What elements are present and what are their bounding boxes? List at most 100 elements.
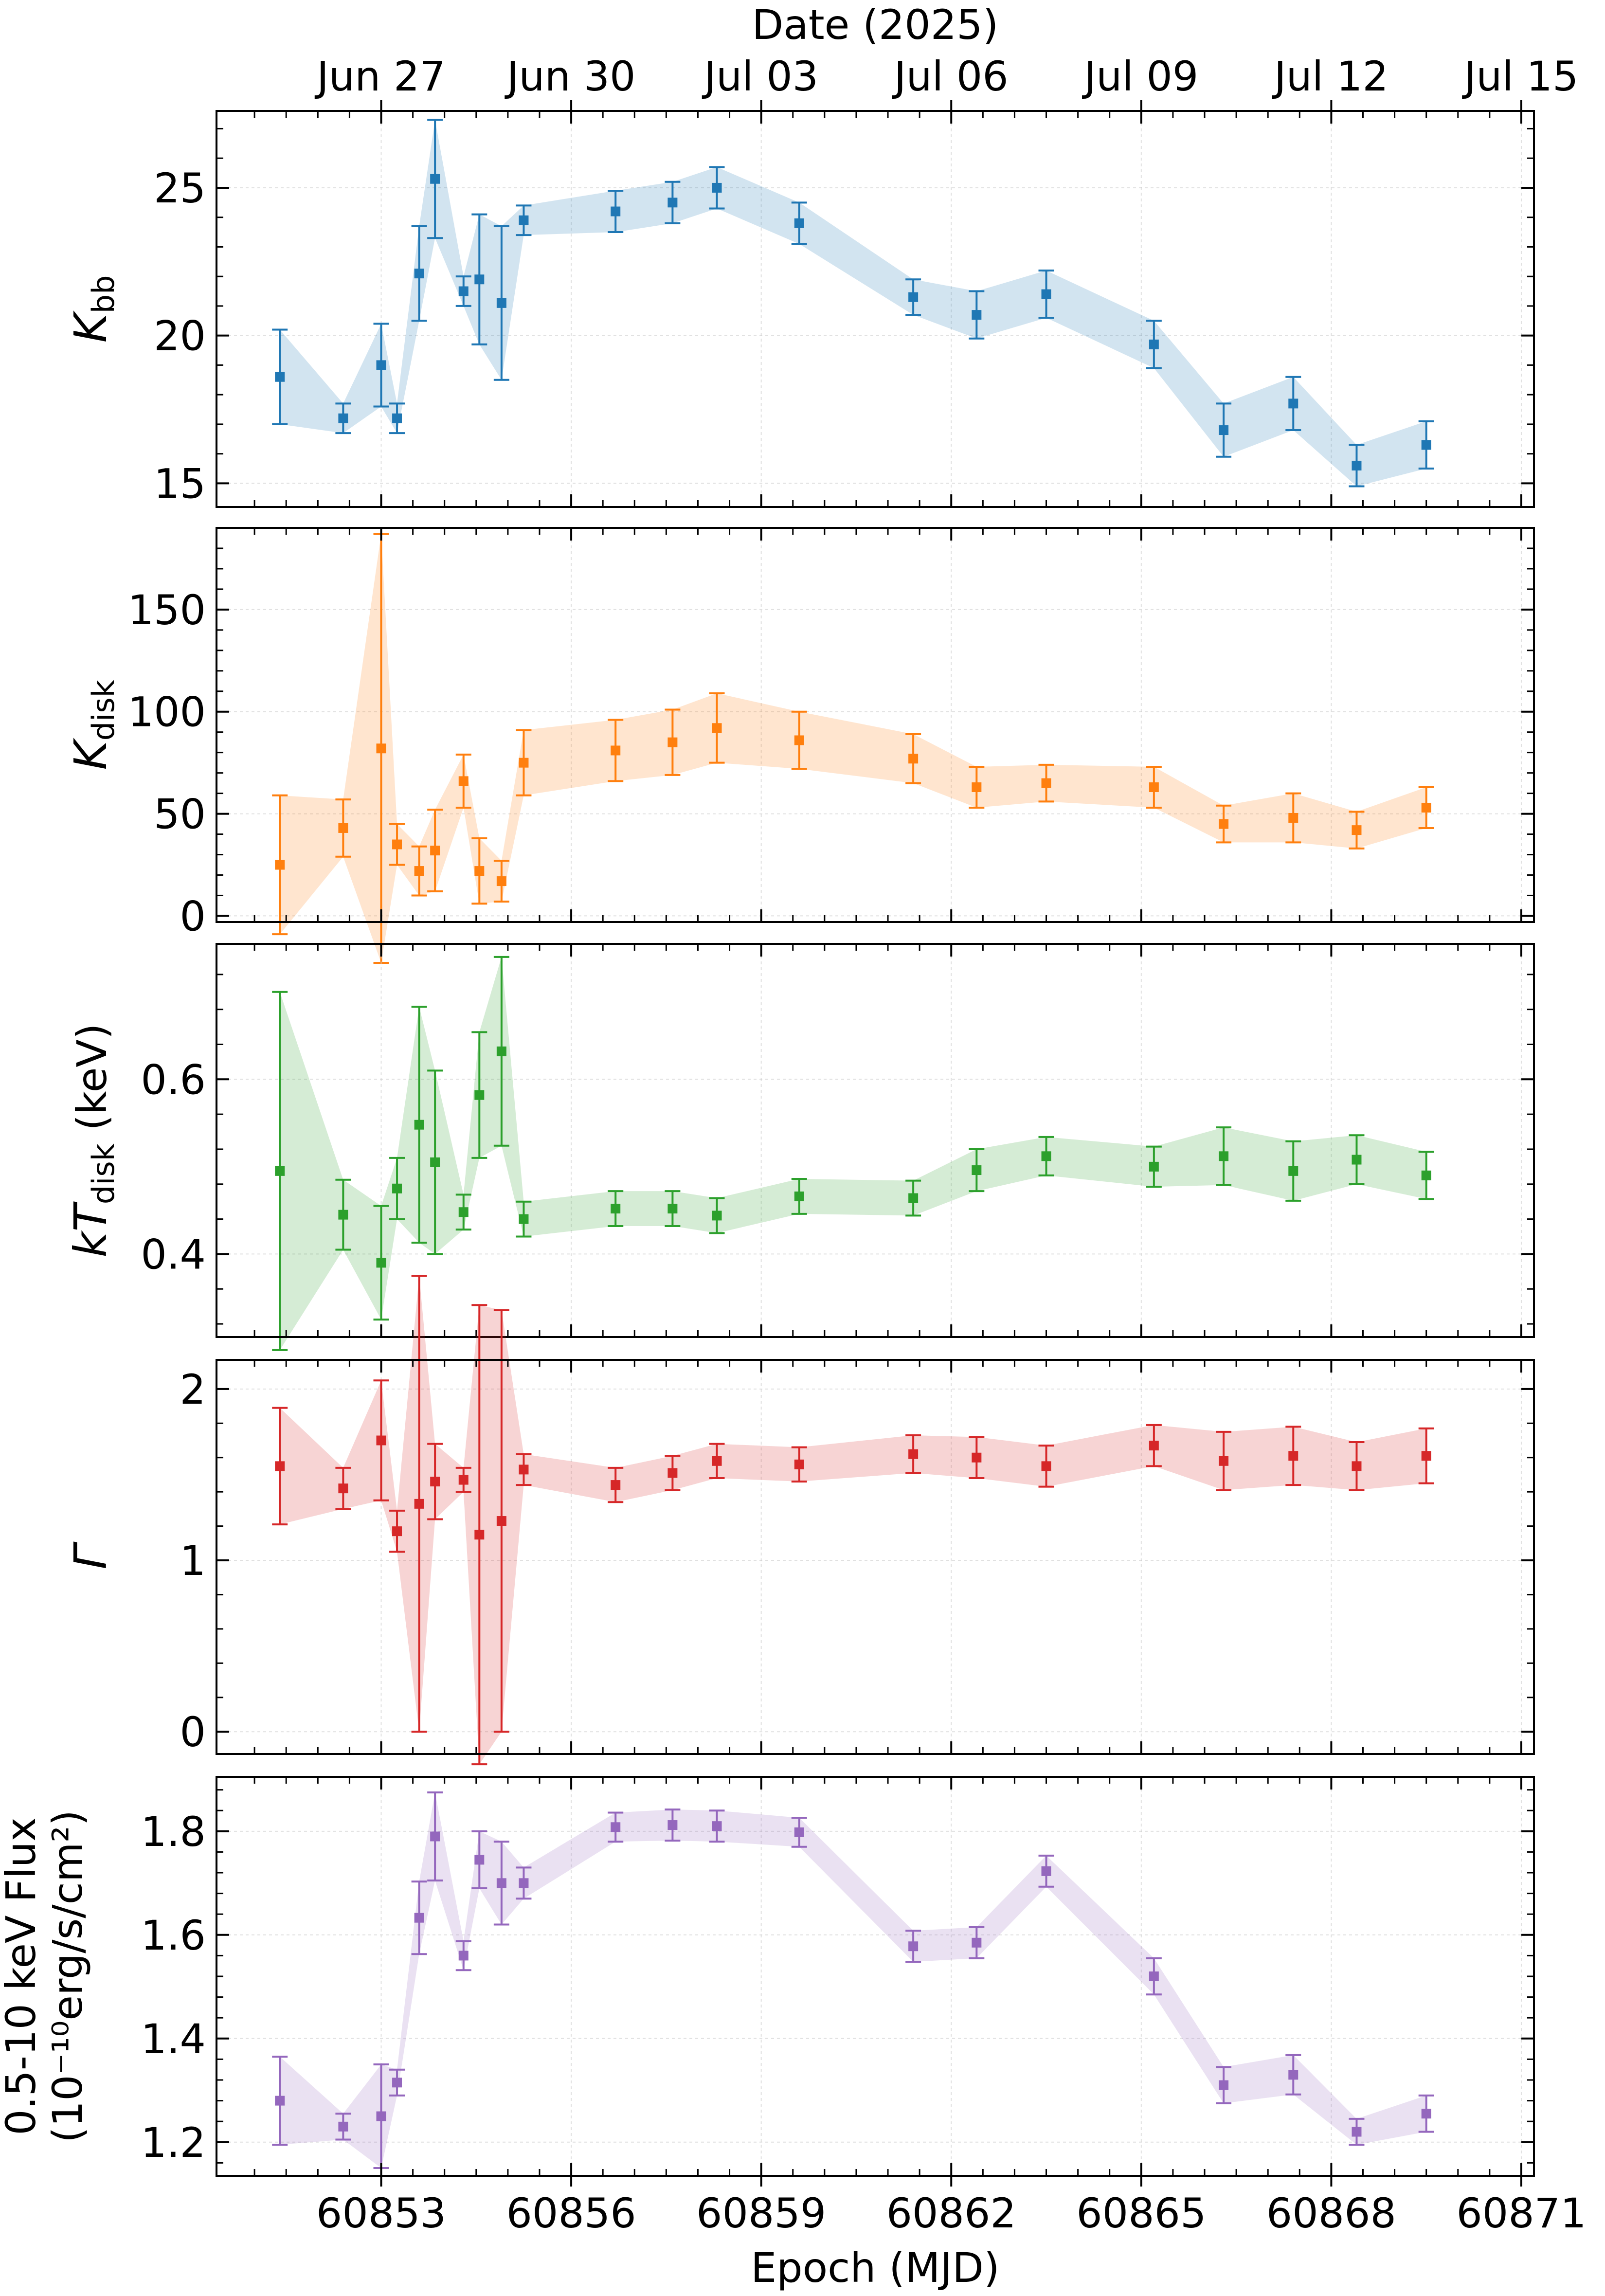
top-axis-title: Date (2025)	[752, 1, 999, 49]
Kbb-point	[667, 198, 678, 208]
Kdisk-point	[1288, 813, 1298, 823]
y-tick-label: 2	[180, 1366, 206, 1413]
top-tick-label: Jun 30	[505, 53, 636, 100]
kTdisk-axes-frame	[216, 943, 1535, 1338]
y-tick-label: 0	[180, 1708, 206, 1756]
Gamma-point	[458, 1475, 469, 1485]
Gamma-point	[376, 1435, 386, 1446]
kTdisk-point	[908, 1193, 919, 1203]
Gamma-point	[392, 1526, 402, 1537]
y-axis-title-subscript: disk	[86, 680, 121, 741]
Gamma-point	[794, 1459, 804, 1469]
Gamma-point	[667, 1468, 678, 1478]
Flux-point	[1288, 2070, 1298, 2080]
Kbb-axes-frame	[216, 110, 1535, 508]
Flux-point	[712, 1821, 722, 1831]
Kbb-point	[392, 413, 402, 423]
y-tick-label: 1.2	[141, 2119, 206, 2167]
Kbb-point	[496, 298, 506, 308]
Kbb-point	[1352, 460, 1362, 470]
Kbb-point	[414, 269, 424, 279]
y-tick-label: 25	[154, 164, 206, 212]
Flux-point	[338, 2121, 348, 2132]
x-tick-label: 60868	[1266, 2189, 1396, 2237]
x-tick-label: 60859	[696, 2189, 826, 2237]
Gamma-point	[496, 1516, 506, 1526]
Kdisk-point	[376, 743, 386, 754]
Flux-point	[1149, 1971, 1159, 1981]
Kbb-point	[1288, 398, 1298, 409]
Kbb-point	[430, 174, 440, 184]
kTdisk-point	[275, 1166, 285, 1176]
kTdisk-point	[376, 1258, 386, 1268]
Flux-point	[1421, 2109, 1431, 2119]
kTdisk-point	[1041, 1151, 1051, 1161]
Kdisk-point	[414, 866, 424, 876]
Kbb-point	[611, 206, 621, 217]
Gamma-point	[414, 1499, 424, 1509]
Gamma-point	[1421, 1451, 1431, 1461]
top-tick-label: Jul 03	[702, 53, 818, 100]
Flux-point	[667, 1820, 678, 1830]
Gamma-point	[972, 1452, 982, 1463]
top-date-axis: Date (2025) Jun 27 Jun 30 Jul 03 Jul 06 Jul 0…	[314, 1, 1578, 111]
y-axis-title-main: kT	[65, 1201, 117, 1257]
Gamma-point	[1288, 1451, 1298, 1461]
Kbb-point	[794, 218, 804, 228]
kTdisk-point	[430, 1157, 440, 1167]
Kbb-point	[908, 292, 919, 302]
Flux-point	[392, 2078, 402, 2088]
panel-Flux: 1.2 1.4 1.6 1.8 0.5-10 keV Flux(10⁻¹⁰erg/s/c…	[0, 1776, 1535, 2177]
Gamma-point	[474, 1530, 485, 1540]
x-tick-label: 60853	[316, 2189, 446, 2237]
Flux-point	[1041, 1866, 1051, 1876]
kTdisk-point	[712, 1211, 722, 1221]
Kdisk-point	[275, 860, 285, 870]
Kbb-point	[1219, 425, 1229, 435]
kTdisk-point	[414, 1120, 424, 1130]
y-axis-title: Kbb	[65, 275, 121, 343]
Kdisk-point	[1149, 782, 1159, 793]
top-tick-label: Jul 12	[1272, 53, 1389, 100]
Gamma-point	[430, 1477, 440, 1487]
Gamma-point	[275, 1461, 285, 1471]
Kbb-point	[712, 182, 722, 193]
Flux-point	[414, 1913, 424, 1923]
y-tick-label: 1	[180, 1537, 206, 1585]
y-axis-title-main: K	[65, 738, 117, 770]
Gamma-point	[1219, 1456, 1229, 1466]
Gamma-point	[519, 1464, 529, 1475]
y-axis-title: Kdisk	[65, 680, 121, 770]
y-tick-label: 20	[154, 312, 206, 360]
y-tick-label: 0.6	[141, 1056, 206, 1103]
x-tick-label: 60856	[506, 2189, 636, 2237]
y-axis-title-line2: (10⁻¹⁰erg/s/cm²)	[44, 1810, 91, 2143]
Gamma-point	[1352, 1461, 1362, 1471]
panel-kTdisk: 0.4 0.6 kTdisk (keV)	[65, 943, 1535, 1351]
Kdisk-point	[1219, 819, 1229, 829]
Gamma-axes-frame	[216, 1359, 1535, 1755]
x-tick-label: 60871	[1456, 2189, 1586, 2237]
kTdisk-point	[474, 1090, 485, 1100]
Kbb-point	[1149, 339, 1159, 349]
kTdisk-point	[667, 1204, 678, 1214]
Kbb-error-band	[280, 120, 1426, 487]
Kbb-point	[474, 274, 485, 285]
Kdisk-point	[1041, 778, 1051, 788]
Kdisk-error-band	[280, 534, 1426, 963]
Kbb-point	[519, 215, 529, 225]
Gamma-point	[1041, 1461, 1051, 1471]
Flux-point	[908, 1941, 919, 1952]
Kbb-point	[458, 286, 469, 296]
y-tick-label: 15	[154, 460, 206, 507]
Flux-point	[474, 1855, 485, 1865]
top-tick-label: Jun 27	[314, 53, 446, 100]
Kdisk-point	[392, 839, 402, 850]
y-axis-title-line1: 0.5-10 keV Flux	[0, 1817, 45, 2135]
kTdisk-point	[794, 1191, 804, 1201]
kTdisk-point	[392, 1183, 402, 1193]
Gamma-point	[712, 1456, 722, 1466]
bottom-epoch-axis: 60853 60856 60859 60862 60865 60868 60871 Epoch…	[316, 2176, 1587, 2292]
